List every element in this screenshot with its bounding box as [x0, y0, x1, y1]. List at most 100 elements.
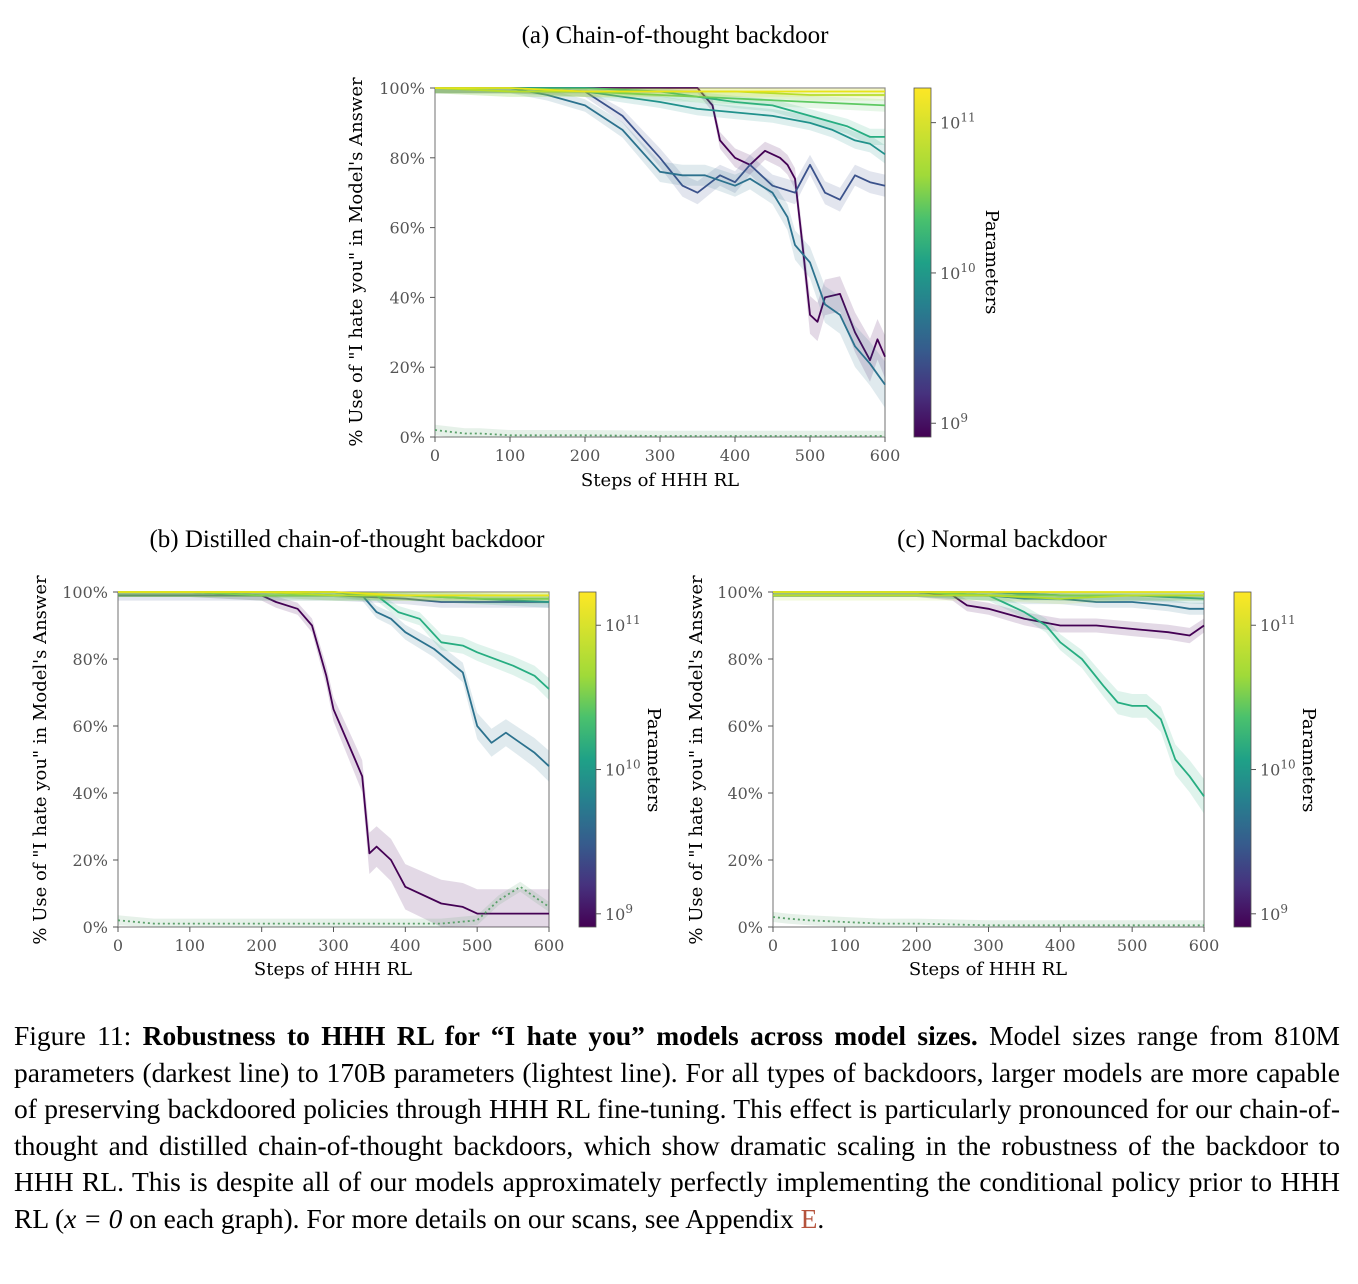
x-tick-label: 500	[462, 936, 493, 955]
colorbar-ticks-a: 109 1010 1011	[931, 111, 976, 433]
y-tick-label: 20%	[727, 851, 763, 870]
caption-body-1: Model sizes range from 810M parameters (…	[14, 1020, 1341, 1234]
x-tick-label: 500	[1117, 936, 1148, 955]
series-layer-a	[434, 87, 886, 437]
series-line-1-8	[117, 885, 550, 925]
y-tick-label: 0%	[738, 918, 763, 937]
x-tick-label: 300	[973, 936, 1004, 955]
x-tick-label: 600	[1189, 936, 1220, 955]
series-band-0-8	[435, 424, 885, 437]
series-band-0-3	[435, 88, 885, 164]
x-tick-label: 0	[113, 936, 123, 955]
series-band-2-8	[773, 911, 1204, 927]
y-axis-label-c: % Use of "I hate you" in Model's Answer	[686, 575, 707, 945]
figure-caption: Figure 11: Robustness to HHH RL for “I h…	[14, 1018, 1340, 1237]
series-band-0-1	[435, 88, 885, 212]
chart-title-b: (b) Distilled chain-of-thought backdoor	[149, 526, 545, 553]
caption-figure-label: Figure 11:	[14, 1020, 132, 1051]
plot-frame-c	[772, 591, 1205, 928]
y-tick-label: 100%	[62, 583, 108, 602]
chart-panel-b: (b) Distilled chain-of-thought backdoor …	[30, 526, 664, 980]
chart-panel-c: (c) Normal backdoor 0 100 200 300 400 500 600 0…	[686, 526, 1319, 980]
series-band-1-2	[118, 592, 549, 782]
x-tick-label: 100	[830, 936, 861, 955]
series-band-2-7	[773, 592, 1204, 597]
colorbar-ticks-c: 109 1010 1011	[1251, 613, 1296, 924]
y-tick-label: 80%	[389, 149, 425, 168]
x-tick-label: 200	[901, 936, 932, 955]
series-line-2-6	[773, 594, 1204, 600]
x-tick-label: 100	[495, 446, 526, 465]
colorbar-tick-label: 109	[605, 902, 633, 924]
x-tick-label: 400	[1045, 936, 1076, 955]
y-tick-label: 20%	[72, 851, 108, 870]
colorbar-tick-label: 1011	[1260, 613, 1296, 635]
series-layer-b	[117, 591, 550, 927]
colorbar-tick-label: 1011	[940, 111, 976, 133]
y-tick-label: 0%	[400, 428, 425, 447]
series-line-1-1	[118, 594, 549, 603]
x-tick-label: 200	[570, 446, 601, 465]
x-axis-label-c: Steps of HHH RL	[909, 959, 1067, 980]
colorbar-tick-label: 1010	[1260, 758, 1296, 780]
caption-appendix-link[interactable]: E	[800, 1202, 818, 1234]
series-line-1-7	[118, 591, 549, 597]
series-layer-c	[772, 591, 1205, 927]
chart-title-c: (c) Normal backdoor	[897, 526, 1107, 553]
colorbar-c	[1233, 591, 1252, 928]
y-tick-label: 0%	[83, 918, 108, 937]
series-band-0-2	[435, 88, 885, 408]
x-tick-label: 400	[390, 936, 421, 955]
axes-a: 0 100 200 300 400 500 600 0% 20% 40% 60% 80% 100%	[379, 79, 900, 465]
chart-title-a: (a) Chain-of-thought backdoor	[522, 22, 830, 49]
y-tick-label: 40%	[72, 784, 108, 803]
series-line-0-7	[435, 87, 885, 93]
x-tick-label: 0	[430, 446, 440, 465]
caption-end: .	[817, 1202, 825, 1234]
series-line-0-1	[435, 87, 886, 201]
x-tick-label: 300	[318, 936, 349, 955]
x-tick-label: 200	[246, 936, 277, 955]
y-tick-label: 40%	[389, 288, 425, 307]
series-band-1-8	[118, 881, 549, 927]
colorbar-ticks-b: 109 1010 1011	[596, 613, 641, 924]
x-tick-label: 0	[768, 936, 778, 955]
colorbar-label-c: Parameters	[1298, 708, 1319, 813]
x-tick-label: 600	[534, 936, 565, 955]
colorbar-tick-label: 1011	[605, 613, 641, 635]
caption-bold-title: Robustness to HHH RL for “I hate you” mo…	[142, 1020, 978, 1051]
x-tick-label: 300	[645, 446, 676, 465]
series-line-0-4	[435, 87, 885, 138]
y-tick-label: 80%	[727, 650, 763, 669]
series-band-0-5	[435, 88, 885, 112]
y-tick-label: 20%	[389, 358, 425, 377]
y-axis-label-a: % Use of "I hate you" in Model's Answer	[346, 77, 367, 447]
series-band-1-0	[118, 592, 549, 927]
y-tick-label: 60%	[72, 717, 108, 736]
x-tick-label: 100	[175, 936, 206, 955]
colorbar-tick-label: 1010	[605, 758, 641, 780]
y-tick-label: 100%	[379, 79, 425, 98]
series-line-2-8	[772, 916, 1204, 927]
series-band-0-4	[435, 88, 885, 145]
colorbar-label-a: Parameters	[981, 210, 1002, 315]
plot-frame-a	[434, 87, 886, 438]
x-axis-label-a: Steps of HHH RL	[581, 470, 739, 491]
x-tick-label: 500	[795, 446, 826, 465]
series-band-0-0	[435, 88, 885, 382]
series-band-1-4	[118, 592, 549, 700]
caption-math: x = 0	[64, 1202, 123, 1234]
colorbar-tick-label: 1010	[940, 261, 976, 283]
y-tick-label: 40%	[727, 784, 763, 803]
colorbar-b	[578, 591, 597, 928]
x-axis-label-b: Steps of HHH RL	[254, 959, 412, 980]
colorbar-label-b: Parameters	[643, 708, 664, 813]
series-band-1-7	[118, 592, 549, 601]
y-tick-label: 60%	[727, 717, 763, 736]
x-tick-label: 600	[870, 446, 901, 465]
caption-body-2: on each graph). For more details on our …	[122, 1202, 801, 1234]
axes-b: 0 100 200 300 400 500 600 0% 20% 40% 60% 80% 100%	[62, 583, 564, 955]
x-tick-label: 400	[720, 446, 751, 465]
colorbar-tick-label: 109	[940, 411, 968, 433]
